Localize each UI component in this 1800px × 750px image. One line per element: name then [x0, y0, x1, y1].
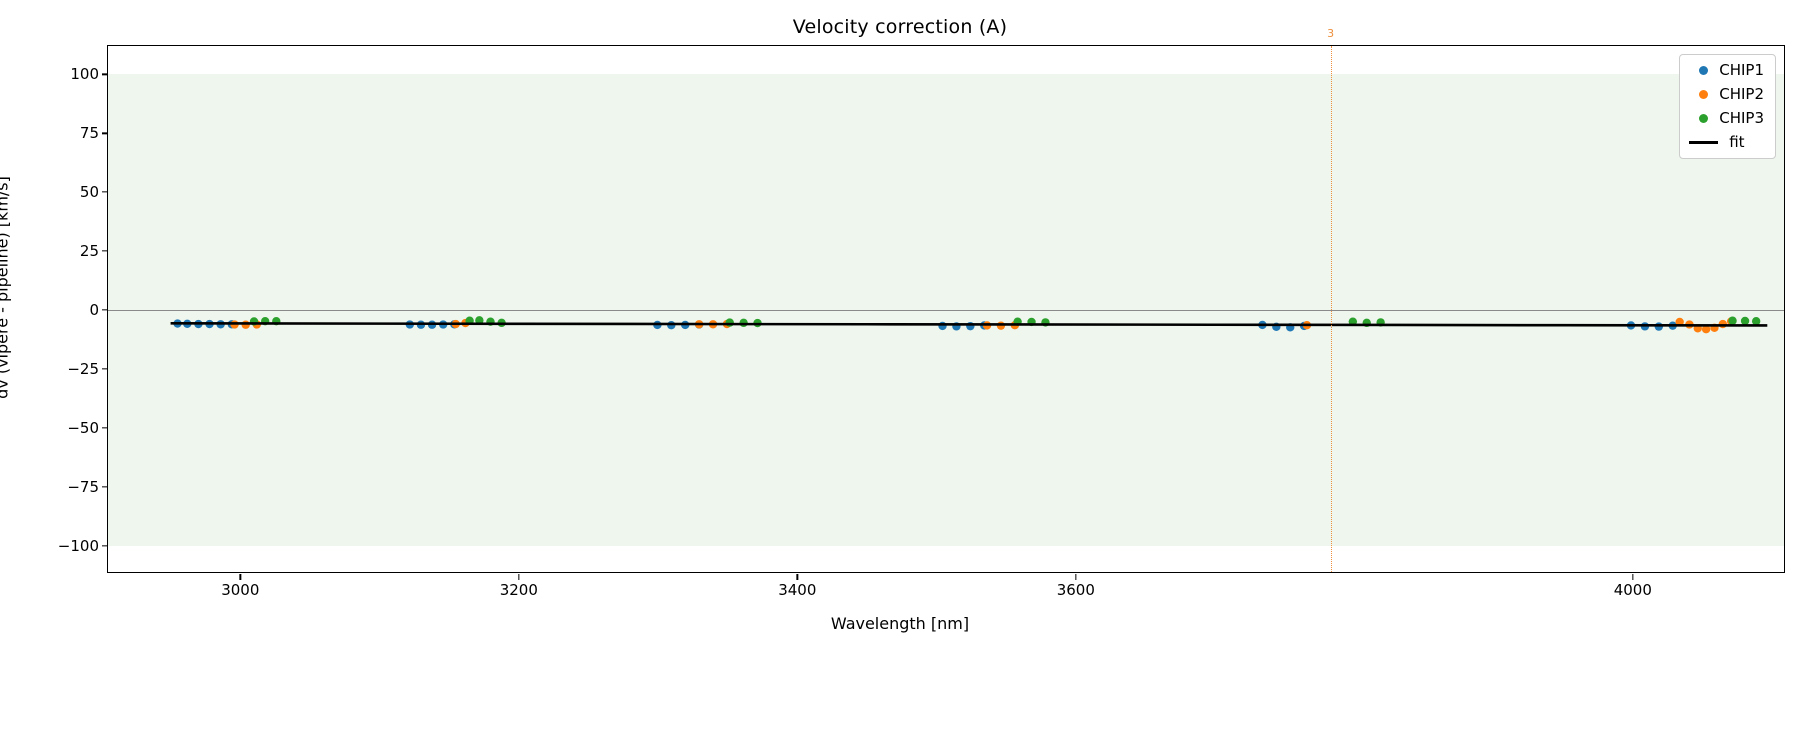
y-tick-label: 100: [70, 65, 99, 84]
y-tick-mark: [102, 486, 108, 488]
legend-item-chip2[interactable]: CHIP2: [1689, 86, 1764, 103]
legend-label: fit: [1729, 133, 1745, 151]
x-tick-label: 3600: [1056, 581, 1095, 599]
y-tick-label: 25: [79, 242, 99, 261]
x-tick-mark: [239, 574, 241, 580]
x-tick-label: 4000: [1613, 581, 1652, 599]
y-tick-label: 50: [79, 183, 99, 202]
zero-reference-line: [108, 310, 1784, 312]
data-point: [1675, 317, 1684, 327]
data-point: [1728, 316, 1737, 325]
y-tick-mark: [102, 191, 108, 193]
y-axis-label: dv (vipere - pipeline) [km/s]: [0, 176, 12, 399]
legend-marker-dot-icon: [1699, 66, 1709, 75]
annotation-vline-label: 3: [1327, 27, 1335, 40]
data-point: [241, 320, 250, 329]
y-tick-label: 75: [79, 124, 99, 143]
x-tick-mark: [1075, 574, 1077, 580]
x-tick-mark: [518, 574, 520, 580]
data-point: [1701, 325, 1711, 334]
legend-label: CHIP2: [1719, 85, 1764, 103]
y-tick-mark: [102, 250, 108, 252]
legend-marker-dot-icon: [1699, 90, 1709, 99]
x-axis-label: Wavelength [nm]: [830, 614, 970, 633]
x-tick-mark: [1632, 574, 1634, 580]
tolerance-band: [108, 74, 1784, 546]
data-point: [1740, 316, 1750, 326]
annotation-vline: [1330, 46, 1332, 572]
y-tick-label: 0: [89, 301, 99, 319]
series-fit: [170, 322, 1768, 327]
x-tick-label: 3000: [221, 581, 260, 599]
legend[interactable]: CHIP1 CHIP2 CHIP3 fit: [1679, 54, 1776, 159]
y-tick-mark: [102, 368, 108, 370]
x-tick-mark: [796, 574, 798, 580]
data-point: [938, 321, 947, 331]
x-tick-label: 3200: [499, 581, 538, 599]
data-layer: [170, 316, 1768, 334]
y-tick-label: −25: [67, 359, 99, 378]
chart-title: Velocity correction (A): [792, 16, 1008, 38]
data-point: [1751, 317, 1761, 326]
plot-area[interactable]: 100 75 50 25 0 −25 −50 −75 −100 3000 3200 3400 3600…: [58, 27, 1785, 599]
data-point: [725, 318, 734, 327]
legend-marker-line-icon: [1689, 141, 1719, 144]
legend-label: CHIP1: [1719, 61, 1764, 79]
legend-item-fit[interactable]: fit: [1689, 134, 1764, 151]
y-tick-label: −50: [67, 418, 99, 437]
y-tick-mark: [102, 309, 108, 311]
legend-marker-dot-icon: [1699, 114, 1709, 123]
y-tick-mark: [102, 73, 108, 75]
legend-label: CHIP3: [1719, 109, 1764, 127]
y-tick-label: −100: [57, 536, 99, 555]
x-tick-label: 3400: [778, 581, 817, 599]
legend-item-chip1[interactable]: CHIP1: [1689, 62, 1764, 79]
y-tick-mark: [102, 427, 108, 429]
data-point: [475, 316, 484, 325]
y-tick-mark: [102, 132, 108, 134]
y-tick-label: −75: [67, 477, 99, 496]
data-point: [1718, 319, 1727, 329]
y-tick-mark: [102, 545, 108, 547]
fit-line: [170, 322, 1768, 327]
legend-item-chip3[interactable]: CHIP3: [1689, 110, 1764, 127]
